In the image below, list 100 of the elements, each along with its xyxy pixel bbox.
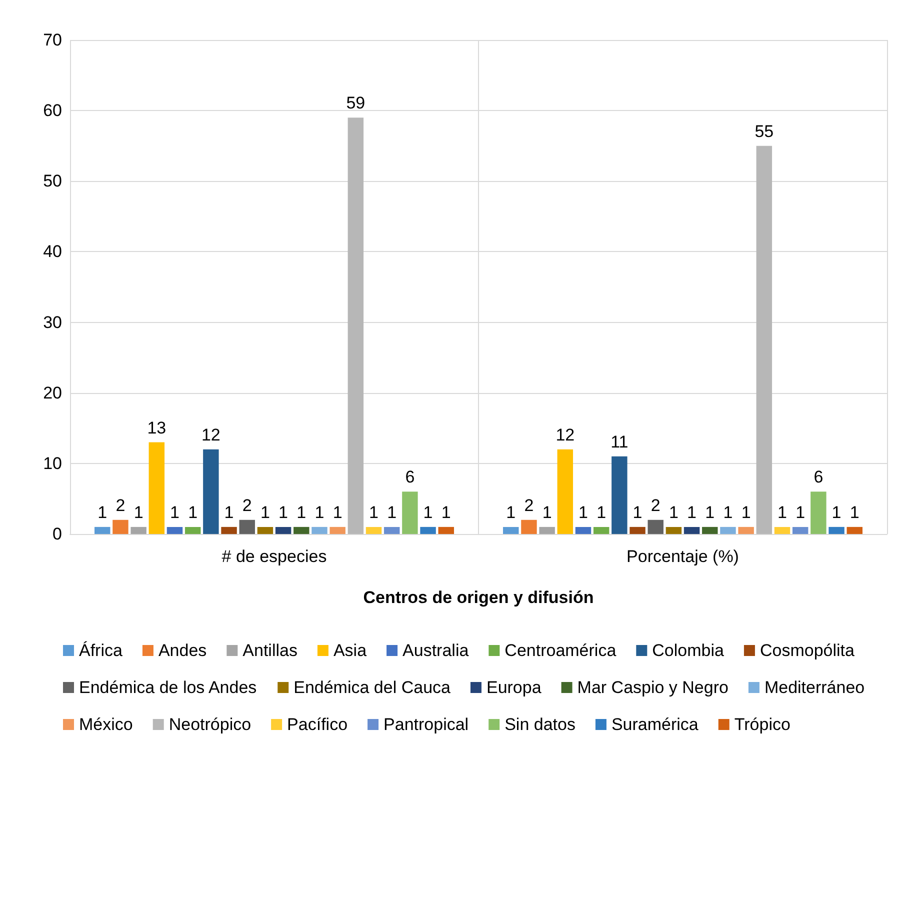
legend-label: Neotrópico bbox=[168, 715, 252, 734]
x-axis-title: Centros de origen y difusión bbox=[363, 588, 594, 607]
bar bbox=[166, 526, 183, 534]
legend-label: Cosmopólita bbox=[760, 641, 855, 660]
legend-label: Endémica del Cauca bbox=[294, 678, 452, 697]
y-tick-label: 40 bbox=[43, 242, 62, 262]
bar bbox=[384, 526, 400, 534]
bar bbox=[792, 526, 808, 534]
data-label: 1 bbox=[668, 502, 678, 522]
bar bbox=[275, 526, 292, 534]
data-label: 1 bbox=[596, 502, 606, 522]
data-label: 1 bbox=[832, 502, 842, 522]
data-label: 1 bbox=[98, 502, 108, 522]
bar bbox=[184, 526, 201, 534]
bar bbox=[503, 526, 519, 534]
bar bbox=[630, 526, 646, 534]
bar bbox=[130, 526, 146, 534]
legend-label: Trópico bbox=[734, 715, 790, 734]
bar bbox=[257, 526, 274, 534]
legend-label: Mar Caspio y Negro bbox=[577, 678, 728, 697]
y-tick-label: 10 bbox=[43, 454, 62, 473]
data-label: 1 bbox=[441, 502, 451, 522]
legend-label: Antillas bbox=[242, 641, 298, 660]
bar bbox=[846, 526, 862, 534]
legend-label: México bbox=[79, 715, 133, 734]
data-label: 1 bbox=[796, 502, 806, 522]
data-label: 1 bbox=[387, 502, 397, 522]
legend-label: Colombia bbox=[652, 641, 725, 660]
x-tick-label: # de especies bbox=[222, 547, 327, 566]
data-label: 1 bbox=[778, 502, 787, 522]
bar bbox=[521, 520, 537, 534]
data-label: 1 bbox=[723, 502, 733, 522]
legend-label: Asia bbox=[333, 641, 368, 660]
legend-label: África bbox=[79, 641, 123, 660]
bar bbox=[539, 526, 555, 534]
legend-label: Pacífico bbox=[287, 715, 348, 734]
legend-label: Europa bbox=[486, 678, 542, 697]
data-label: 1 bbox=[332, 502, 342, 522]
y-tick-label: 20 bbox=[43, 383, 62, 402]
data-label: 1 bbox=[314, 502, 324, 522]
data-label: 12 bbox=[556, 425, 575, 444]
data-label: 2 bbox=[650, 496, 660, 515]
legend-label: Pantropical bbox=[384, 715, 469, 734]
bar bbox=[756, 146, 772, 534]
bar bbox=[738, 526, 754, 534]
bar bbox=[366, 526, 382, 534]
legend-label: Mediterráneo bbox=[764, 678, 865, 697]
legend-label: Australia bbox=[402, 641, 470, 660]
bar bbox=[557, 449, 574, 534]
data-label: 59 bbox=[346, 94, 366, 113]
bar bbox=[593, 526, 610, 534]
bar bbox=[348, 118, 364, 534]
bar bbox=[702, 526, 718, 534]
bar bbox=[221, 526, 237, 534]
bar bbox=[810, 492, 826, 534]
data-label: 1 bbox=[632, 502, 642, 522]
data-label: 1 bbox=[170, 502, 180, 522]
bar bbox=[720, 526, 736, 534]
bar bbox=[330, 526, 346, 534]
bar bbox=[774, 526, 790, 534]
data-label: 13 bbox=[147, 418, 166, 438]
data-label: 1 bbox=[423, 502, 433, 522]
bar bbox=[294, 526, 310, 534]
data-label: 2 bbox=[524, 496, 534, 515]
data-label: 1 bbox=[296, 502, 306, 522]
data-label: 1 bbox=[188, 502, 198, 522]
y-tick-label: 50 bbox=[43, 172, 62, 191]
legend-label: Endémica de los Andes bbox=[79, 678, 257, 697]
bar bbox=[648, 520, 664, 534]
legend-label: Andes bbox=[158, 641, 207, 660]
y-tick-label: 0 bbox=[52, 524, 62, 544]
data-label: 1 bbox=[506, 502, 516, 522]
bar bbox=[203, 449, 219, 534]
bar bbox=[402, 492, 418, 534]
bar bbox=[94, 526, 110, 534]
y-tick-label: 30 bbox=[43, 312, 62, 332]
bar bbox=[239, 520, 255, 534]
data-label: 1 bbox=[542, 502, 552, 522]
y-tick-label: 60 bbox=[43, 101, 62, 120]
data-label: 6 bbox=[405, 468, 415, 487]
legend-label: Centroamérica bbox=[504, 641, 617, 660]
data-label: 12 bbox=[201, 425, 220, 444]
x-tick-label: Porcentaje (%) bbox=[626, 547, 739, 566]
data-label: 1 bbox=[850, 502, 860, 522]
legend-label: Sin datos bbox=[504, 715, 576, 734]
bar bbox=[684, 526, 700, 534]
data-label: 2 bbox=[242, 496, 252, 515]
bar bbox=[666, 526, 682, 534]
data-label: 1 bbox=[134, 502, 144, 522]
bar bbox=[612, 456, 628, 534]
data-label: 1 bbox=[687, 502, 697, 522]
data-label: 55 bbox=[754, 122, 774, 141]
y-tick-label: 70 bbox=[43, 30, 62, 50]
bar bbox=[438, 526, 454, 534]
data-label: 1 bbox=[278, 502, 288, 522]
data-label: 11 bbox=[610, 432, 628, 452]
data-label: 1 bbox=[369, 502, 378, 522]
data-label: 1 bbox=[741, 502, 751, 522]
data-label: 1 bbox=[260, 502, 270, 522]
bar bbox=[148, 442, 165, 534]
